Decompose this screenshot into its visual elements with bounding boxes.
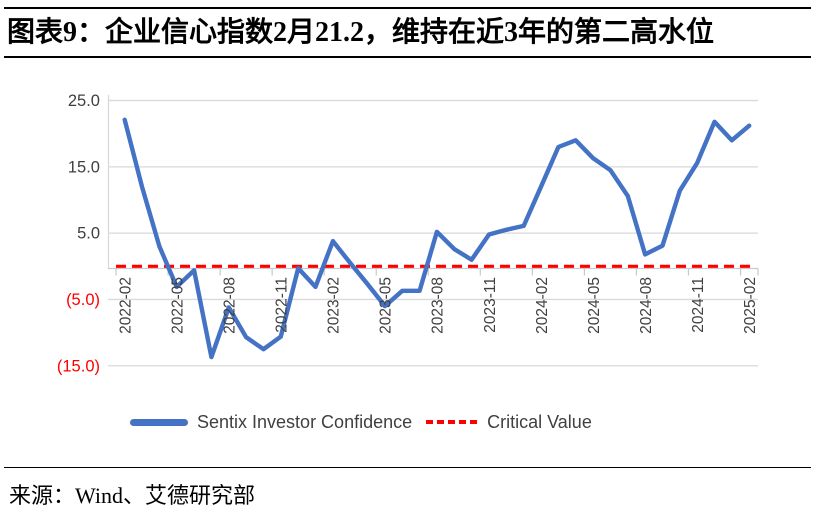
legend-item-critical: Critical Value — [426, 412, 592, 433]
x-axis-label: 2024-11 — [690, 277, 707, 333]
x-axis-label: 2024-08 — [638, 277, 655, 334]
legend-label-confidence: Sentix Investor Confidence — [197, 411, 413, 432]
source-rule — [4, 467, 811, 468]
confidence-line — [122, 117, 752, 360]
confidence-line-swatch — [130, 418, 188, 426]
x-axis-label: 2025-02 — [742, 277, 759, 334]
x-axis-label: 2022-02 — [118, 277, 135, 334]
x-axis-label: 2024-02 — [534, 277, 551, 334]
y-axis-label: 25.0 — [68, 92, 100, 110]
source-text: 来源：Wind、艾德研究部 — [9, 483, 255, 508]
y-axis-label: 15.0 — [68, 158, 100, 176]
legend: Sentix Investor Confidence Critical Valu… — [130, 410, 592, 434]
x-axis-label: 2022-11 — [274, 277, 291, 333]
x-axis-label: 2023-08 — [430, 277, 447, 334]
x-axis-label: 2022-05 — [170, 277, 187, 334]
x-axis-label: 2023-05 — [378, 277, 395, 334]
x-axis-label: 2022-08 — [222, 277, 239, 334]
x-axis-label: 2023-11 — [482, 277, 499, 333]
x-axis-label: 2024-05 — [586, 277, 603, 334]
y-axis-label: 5.0 — [77, 225, 100, 243]
title-rule — [4, 56, 811, 58]
legend-item-confidence: Sentix Investor Confidence — [130, 412, 412, 433]
chart-title: 图表9：企业信心指数2月21.2，维持在近3年的第二高水位 — [7, 17, 715, 48]
critical-line-swatch — [426, 420, 479, 424]
y-axis-label: (15.0) — [57, 357, 100, 375]
y-axis-label: (5.0) — [66, 291, 100, 309]
x-axis-label: 2023-02 — [326, 277, 343, 334]
top-rule — [4, 7, 811, 9]
legend-label-critical: Critical Value — [487, 411, 592, 432]
